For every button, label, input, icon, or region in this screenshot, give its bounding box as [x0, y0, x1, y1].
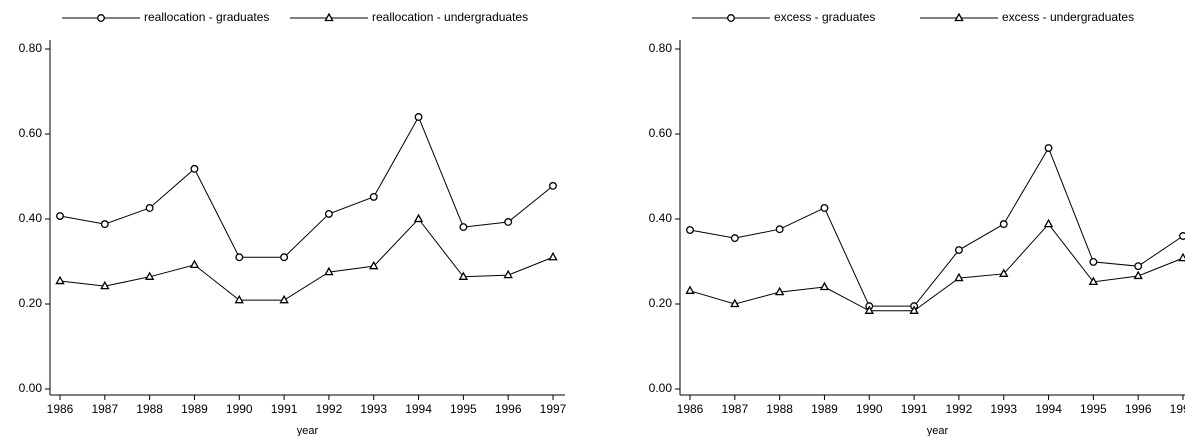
x-tick-label: 1996	[495, 402, 522, 416]
triangle-marker	[730, 298, 740, 308]
x-tick-label: 1993	[990, 402, 1017, 416]
circle-marker	[1134, 262, 1143, 271]
x-tick-label: 1995	[450, 402, 477, 416]
circle-marker	[504, 218, 513, 226]
triangle-marker	[369, 260, 379, 270]
triangle-marker	[1133, 270, 1143, 280]
x-tick-label: 1986	[677, 402, 704, 416]
circle-marker	[190, 164, 199, 173]
triangle-marker	[1043, 218, 1054, 228]
x-tick-label: 1986	[47, 402, 74, 416]
x-tick-label: 1997	[1170, 402, 1185, 416]
triangle-marker	[279, 294, 289, 304]
y-tick-label: 0.20	[649, 296, 673, 310]
x-tick-label: 1991	[901, 402, 928, 416]
triangle-marker	[954, 272, 964, 282]
circle-marker	[145, 203, 154, 212]
x-tick-label: 1990	[226, 402, 253, 416]
y-tick-label: 0.00	[649, 381, 673, 395]
x-tick-label: 1992	[946, 402, 973, 416]
triangle-marker	[685, 285, 695, 294]
y-tick-label: 0.00	[19, 381, 43, 395]
triangle-marker	[1088, 276, 1099, 286]
circle-marker	[1179, 232, 1185, 240]
circle-marker	[235, 253, 244, 262]
triangle-marker	[1178, 252, 1185, 262]
circle-marker	[1044, 144, 1053, 152]
legend-label: reallocation - graduates	[144, 10, 269, 24]
triangle-marker	[458, 271, 469, 280]
y-tick-label: 0.40	[19, 211, 43, 225]
triangle-marker	[55, 275, 65, 285]
x-axis-label: year	[927, 425, 949, 436]
y-tick-label: 0.60	[649, 126, 673, 140]
y-tick-label: 0.40	[649, 211, 673, 225]
circle-marker	[775, 225, 784, 234]
circle-marker	[954, 246, 963, 254]
x-tick-label: 1997	[540, 402, 567, 416]
x-tick-label: 1987	[91, 402, 118, 416]
x-tick-label: 1990	[856, 402, 883, 416]
circle-marker	[727, 14, 735, 22]
x-tick-label: 1988	[766, 402, 793, 416]
y-tick-label: 0.80	[649, 41, 673, 55]
x-tick-label: 1996	[1125, 402, 1152, 416]
circle-marker	[999, 220, 1008, 229]
circle-marker	[56, 212, 64, 220]
circle-marker	[686, 226, 694, 234]
triangle-marker	[324, 12, 334, 22]
x-axis-label: year	[297, 425, 319, 436]
triangle-marker	[954, 12, 964, 22]
x-tick-label: 1988	[136, 402, 163, 416]
triangle-marker	[864, 305, 874, 314]
chart: 0.00 0.20 0.40 0.60 0.80 1986 1987 1988 1989 1990…	[19, 10, 567, 436]
legend-label: excess - undergraduates	[1002, 10, 1134, 24]
legend-label: excess - graduates	[774, 10, 875, 24]
chart: 0.00 0.20 0.40 0.60 0.80 1986 1987 1988 1989 1990…	[649, 10, 1185, 436]
circle-marker	[324, 209, 333, 218]
triangle-marker	[234, 294, 244, 304]
legend-label: reallocation - undergraduates	[372, 10, 528, 24]
triangle-marker	[413, 213, 424, 223]
circle-marker	[369, 192, 378, 201]
series-line	[59, 115, 554, 258]
circle-marker	[100, 220, 109, 229]
series-line	[689, 223, 1184, 312]
triangle-marker	[548, 251, 558, 261]
circle-marker	[820, 203, 829, 212]
x-tick-label: 1989	[811, 402, 838, 416]
circle-marker	[459, 223, 468, 232]
series-line	[689, 146, 1184, 307]
y-tick-label: 0.80	[19, 41, 43, 55]
x-tick-label: 1993	[360, 402, 387, 416]
circle-marker	[549, 181, 557, 190]
circle-marker	[414, 113, 423, 121]
triangle-marker	[144, 271, 155, 280]
circle-marker	[1089, 257, 1098, 266]
triangle-marker	[503, 269, 513, 279]
x-tick-label: 1991	[271, 402, 298, 416]
y-tick-label: 0.20	[19, 296, 43, 310]
circle-marker	[730, 234, 739, 243]
triangle-marker	[909, 305, 919, 314]
circle-marker	[280, 253, 289, 262]
triangle-marker	[819, 281, 830, 291]
x-tick-label: 1989	[181, 402, 208, 416]
y-tick-label: 0.60	[19, 126, 43, 140]
series-line	[59, 218, 554, 301]
triangle-marker	[774, 286, 785, 296]
x-tick-label: 1992	[316, 402, 343, 416]
x-tick-label: 1994	[1035, 402, 1062, 416]
x-tick-label: 1995	[1080, 402, 1107, 416]
x-tick-label: 1994	[405, 402, 432, 416]
triangle-marker	[324, 266, 334, 276]
x-tick-label: 1987	[721, 402, 748, 416]
triangle-marker	[189, 259, 200, 269]
triangle-marker	[999, 268, 1009, 277]
triangle-marker	[100, 280, 110, 290]
circle-marker	[97, 14, 105, 22]
